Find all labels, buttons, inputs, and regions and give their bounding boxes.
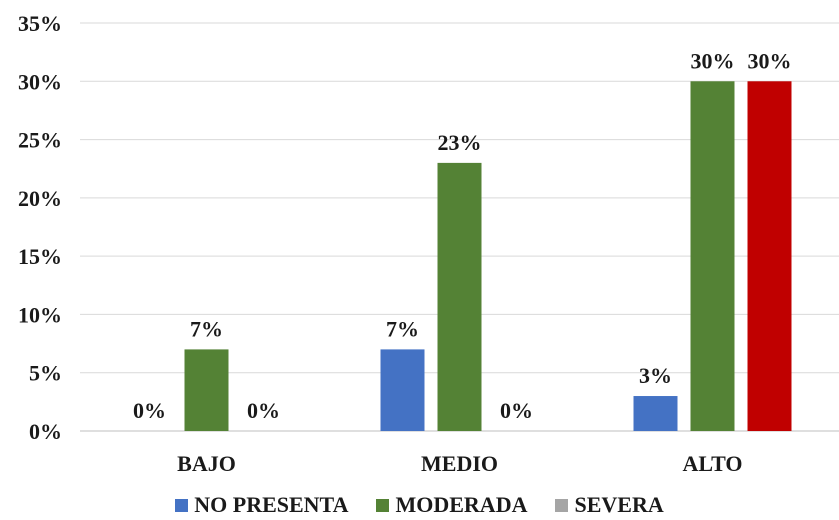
legend-item: NO PRESENTA — [175, 492, 348, 518]
y-tick-label: 5% — [29, 361, 62, 386]
bar — [437, 162, 482, 431]
y-tick-label: 15% — [18, 244, 62, 269]
legend-swatch — [376, 498, 390, 512]
y-tick-label: 20% — [18, 186, 62, 211]
y-tick-label: 10% — [18, 302, 62, 327]
data-labels: 0% 7% 0% 7% 23% 0% 3% 30% 30% — [133, 48, 792, 423]
legend-label: SEVERA — [574, 492, 664, 517]
legend: NO PRESENTA MODERADA SEVERA — [0, 492, 839, 518]
legend-swatch — [555, 498, 569, 512]
legend-item: MODERADA — [376, 492, 527, 518]
data-label: 3% — [639, 363, 672, 388]
y-tick-label: 35% — [18, 11, 62, 36]
bars — [184, 81, 792, 432]
legend-item: SEVERA — [555, 492, 664, 518]
y-tick-label: 25% — [18, 128, 62, 153]
x-axis-categories: BAJO MEDIO ALTO — [177, 451, 742, 476]
data-label: 30% — [748, 48, 792, 73]
bar — [747, 81, 792, 432]
y-axis-ticks: 0% 5% 10% 15% 20% 25% 30% 35% — [18, 11, 62, 444]
data-label: 30% — [691, 48, 735, 73]
x-category-label: ALTO — [683, 451, 743, 476]
bar — [690, 81, 735, 432]
x-category-label: BAJO — [177, 451, 236, 476]
data-label: 7% — [386, 316, 419, 341]
legend-label: MODERADA — [395, 492, 528, 517]
x-category-label: MEDIO — [421, 451, 498, 476]
bar-chart: 0% 5% 10% 15% 20% 25% 30% 35% 0% 7% 0% 7% 23% 0% 3% 30… — [18, 11, 839, 476]
y-tick-label: 30% — [18, 69, 62, 94]
y-tick-label: 0% — [29, 419, 62, 444]
bar — [633, 396, 678, 431]
bar — [380, 349, 425, 431]
legend-swatch — [175, 498, 189, 512]
data-label: 7% — [190, 316, 223, 341]
data-label: 23% — [438, 130, 482, 155]
data-label: 0% — [247, 398, 280, 423]
data-label: 0% — [500, 398, 533, 423]
legend-label: NO PRESENTA — [194, 492, 349, 517]
data-label: 0% — [133, 398, 166, 423]
bar — [184, 349, 229, 431]
